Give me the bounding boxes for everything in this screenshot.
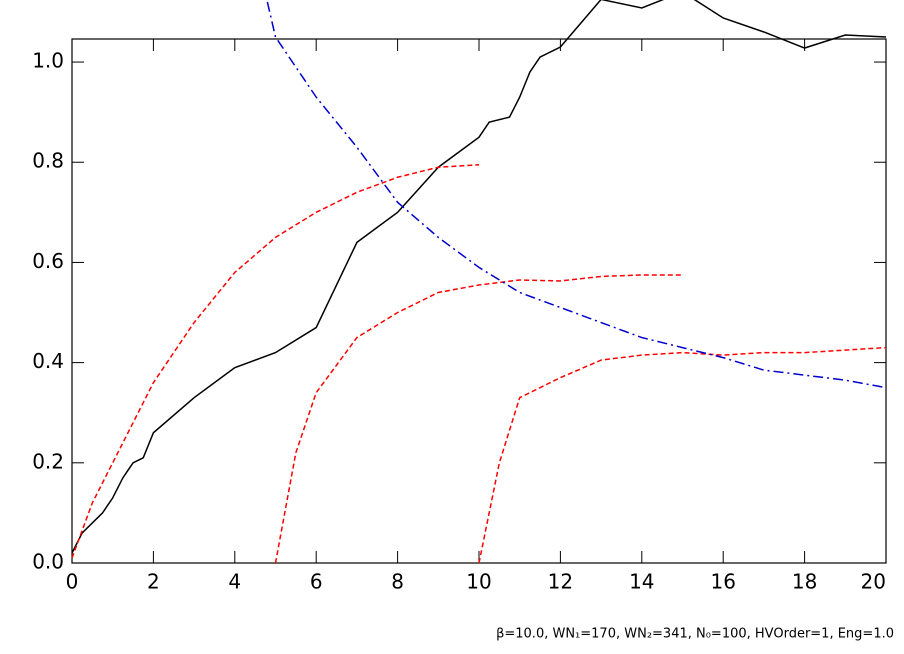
y-tick-label: 1.0 bbox=[32, 49, 64, 73]
annotation: β=10.0, WN₁=170, WN₂=341, N₀=100, HVOrde… bbox=[496, 627, 894, 642]
x-tick-label: 14 bbox=[629, 570, 654, 594]
series-line bbox=[71, 163, 480, 559]
y-tick-label: 0.8 bbox=[32, 149, 64, 173]
x-tick-label: 4 bbox=[228, 570, 241, 594]
x-tick-label: 6 bbox=[310, 570, 323, 594]
series-line bbox=[478, 346, 887, 564]
x-tick-label: 0 bbox=[66, 570, 79, 594]
y-tick-label: 0.6 bbox=[32, 249, 64, 273]
x-tick-label: 18 bbox=[792, 570, 817, 594]
x-tick-label: 10 bbox=[466, 570, 491, 594]
x-tick-label: 8 bbox=[391, 570, 404, 594]
y-tick-label: 0.0 bbox=[32, 550, 64, 574]
y-tick-label: 0.4 bbox=[32, 349, 64, 373]
x-tick-label: 20 bbox=[861, 570, 886, 594]
series-line bbox=[274, 274, 683, 564]
series-line bbox=[266, 1, 887, 389]
x-tick-label: 2 bbox=[147, 570, 160, 594]
y-tick-label: 0.2 bbox=[32, 449, 64, 473]
x-tick-label: 16 bbox=[710, 570, 735, 594]
x-tick-label: 12 bbox=[548, 570, 573, 594]
plot-frame bbox=[71, 38, 887, 564]
series-line bbox=[71, 0, 887, 554]
